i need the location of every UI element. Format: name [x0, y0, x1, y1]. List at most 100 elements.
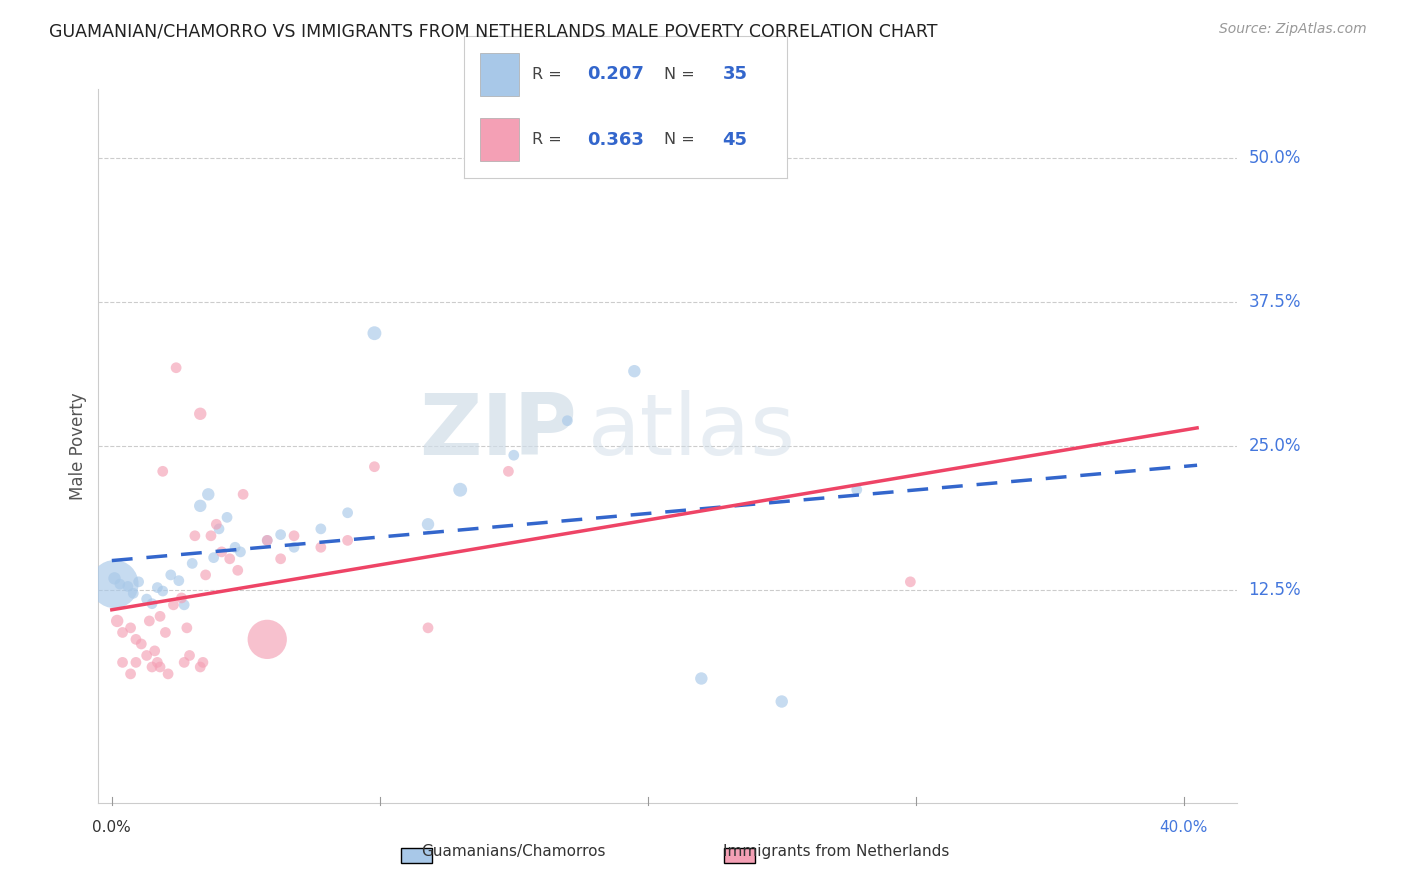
Point	[197, 487, 219, 501]
Point	[125, 656, 148, 670]
Point	[229, 545, 252, 559]
Text: atlas: atlas	[588, 390, 796, 474]
Point	[120, 621, 142, 635]
Point	[181, 557, 204, 571]
Text: R =: R =	[531, 67, 567, 82]
Point	[188, 660, 211, 674]
Text: 12.5%: 12.5%	[1249, 581, 1301, 599]
Point	[188, 499, 211, 513]
Point	[218, 551, 240, 566]
Point	[211, 545, 233, 559]
Point	[162, 598, 184, 612]
Point	[108, 577, 131, 591]
Point	[270, 527, 292, 541]
Point	[215, 510, 238, 524]
Point	[138, 614, 160, 628]
Point	[283, 541, 305, 555]
Point	[200, 529, 222, 543]
Point	[283, 529, 305, 543]
Point	[416, 517, 439, 532]
Point	[129, 637, 152, 651]
Point	[179, 648, 201, 663]
Point	[128, 574, 150, 589]
Point	[111, 625, 134, 640]
Point	[135, 592, 157, 607]
Point	[208, 522, 231, 536]
Point	[155, 625, 177, 640]
Point	[173, 598, 195, 612]
Point	[165, 360, 187, 375]
Point	[194, 568, 217, 582]
Point	[170, 591, 193, 605]
Point	[167, 574, 190, 588]
Text: N =: N =	[665, 132, 700, 147]
Point	[184, 529, 207, 543]
Text: ZIP: ZIP	[419, 390, 576, 474]
Point	[143, 644, 166, 658]
Text: 40.0%: 40.0%	[1160, 820, 1208, 835]
Point	[105, 614, 128, 628]
Point	[141, 597, 163, 611]
Point	[232, 487, 254, 501]
Text: 35: 35	[723, 65, 748, 83]
Point	[120, 666, 142, 681]
Point	[502, 448, 524, 462]
Point	[623, 364, 645, 378]
Point	[270, 551, 292, 566]
Point	[256, 632, 278, 647]
Point	[363, 459, 385, 474]
Text: Immigrants from Netherlands: Immigrants from Netherlands	[723, 845, 950, 859]
Point	[898, 574, 921, 589]
Text: N =: N =	[665, 67, 700, 82]
Text: 37.5%: 37.5%	[1249, 293, 1301, 311]
Text: 45: 45	[723, 131, 748, 149]
Point	[103, 571, 125, 585]
Point	[309, 541, 332, 555]
Point	[111, 656, 134, 670]
Point	[149, 660, 172, 674]
Point	[336, 533, 359, 548]
Point	[188, 407, 211, 421]
Text: Source: ZipAtlas.com: Source: ZipAtlas.com	[1219, 22, 1367, 37]
Point	[205, 517, 228, 532]
Text: 0.207: 0.207	[586, 65, 644, 83]
Point	[690, 672, 713, 686]
Y-axis label: Male Poverty: Male Poverty	[69, 392, 87, 500]
Point	[224, 541, 246, 555]
Point	[149, 609, 172, 624]
Point	[103, 577, 125, 591]
Point	[363, 326, 385, 341]
Text: 25.0%: 25.0%	[1249, 437, 1301, 455]
FancyBboxPatch shape	[481, 119, 519, 161]
Point	[845, 483, 868, 497]
Point	[256, 533, 278, 548]
Point	[152, 464, 174, 478]
Point	[152, 584, 174, 599]
Point	[176, 621, 198, 635]
Text: 50.0%: 50.0%	[1249, 149, 1301, 168]
Point	[557, 414, 579, 428]
Text: Guamanians/Chamorros: Guamanians/Chamorros	[420, 845, 606, 859]
Text: GUAMANIAN/CHAMORRO VS IMMIGRANTS FROM NETHERLANDS MALE POVERTY CORRELATION CHART: GUAMANIAN/CHAMORRO VS IMMIGRANTS FROM NE…	[49, 22, 938, 40]
Point	[122, 586, 145, 600]
Point	[416, 621, 439, 635]
Point	[770, 694, 793, 708]
Text: R =: R =	[531, 132, 567, 147]
Point	[309, 522, 332, 536]
Point	[202, 550, 225, 565]
Point	[449, 483, 471, 497]
FancyBboxPatch shape	[481, 53, 519, 95]
Text: 0.363: 0.363	[586, 131, 644, 149]
Point	[146, 656, 169, 670]
Point	[141, 660, 163, 674]
Point	[135, 648, 157, 663]
Point	[336, 506, 359, 520]
Point	[157, 666, 180, 681]
Point	[191, 656, 214, 670]
Point	[125, 632, 148, 647]
Point	[498, 464, 520, 478]
Point	[226, 563, 249, 577]
Point	[117, 579, 139, 593]
Point	[256, 533, 278, 548]
Point	[173, 656, 195, 670]
